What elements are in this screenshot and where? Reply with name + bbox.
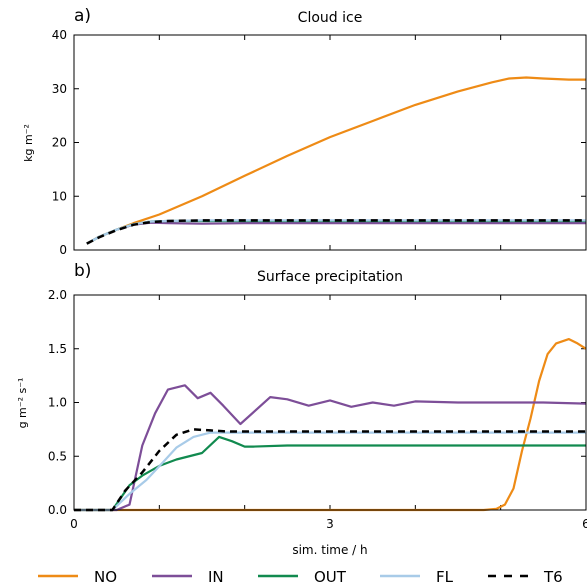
- panel-b-series-out: [74, 435, 586, 512]
- panel-b-xtick-label: 6: [582, 517, 587, 531]
- panel-b-ticks: 0.0 0.5 1.0 1.5 2.0 0 3 6: [48, 288, 587, 531]
- legend: NO IN OUT FL T6: [38, 568, 563, 586]
- panel-a-series-in: [86, 221, 586, 245]
- panel-a-label: a): [74, 6, 91, 26]
- panel-b-xtick-label: 3: [326, 517, 334, 531]
- panel-a-ytick-label: 40: [52, 28, 67, 42]
- panel-a-ytick-label: 10: [52, 189, 67, 203]
- panel-b-ytick-label: 1.0: [48, 396, 67, 410]
- panel-a-series: [86, 76, 586, 245]
- panel-a-ticks: 0 10 20 30 40: [52, 28, 587, 257]
- legend-label-in: IN: [208, 568, 224, 586]
- legend-label-no: NO: [94, 568, 117, 586]
- panel-a-series-t6: [86, 219, 586, 245]
- panel-b-xtick-label: 0: [70, 517, 78, 531]
- panel-b-title: Surface precipitation: [257, 269, 403, 285]
- panel-a-series-no: [86, 76, 586, 245]
- panel-b-frame: [73, 294, 587, 511]
- panel-a-ytick-label: 0: [59, 243, 67, 257]
- panel-b-ytick-label: 0.5: [48, 449, 67, 463]
- panel-b-ytick-label: 0.0: [48, 503, 67, 517]
- legend-label-out: OUT: [314, 568, 347, 586]
- legend-label-t6: T6: [543, 568, 563, 586]
- panel-a-ytick-label: 20: [52, 136, 67, 150]
- panel-b-series: [74, 338, 587, 512]
- legend-label-fl: FL: [436, 568, 454, 586]
- panel-b-y-axis-label: g m⁻² s⁻¹: [16, 378, 29, 429]
- panel-b-series-t6: [74, 428, 586, 512]
- panel-a-frame: [73, 34, 587, 251]
- panel-b-label: b): [74, 261, 91, 281]
- panel-b-surface-precipitation: b) Surface precipitation g m⁻² s⁻¹ 0.00.…: [16, 261, 587, 557]
- panel-b-ytick-label: 2.0: [48, 288, 67, 302]
- panel-a-cloud-ice: a) Cloud ice kg m⁻² 0 10 20 30 40: [22, 6, 587, 257]
- panel-b-x-axis-label: sim. time / h: [292, 543, 367, 557]
- panel-a-y-axis-label: kg m⁻²: [22, 124, 35, 162]
- panel-b-series-in: [74, 384, 587, 512]
- panel-b-ytick-label: 1.5: [48, 342, 67, 356]
- panel-a-series-out: [86, 219, 586, 245]
- panel-a-title: Cloud ice: [298, 10, 363, 26]
- panel-a-ytick-label: 30: [52, 82, 67, 96]
